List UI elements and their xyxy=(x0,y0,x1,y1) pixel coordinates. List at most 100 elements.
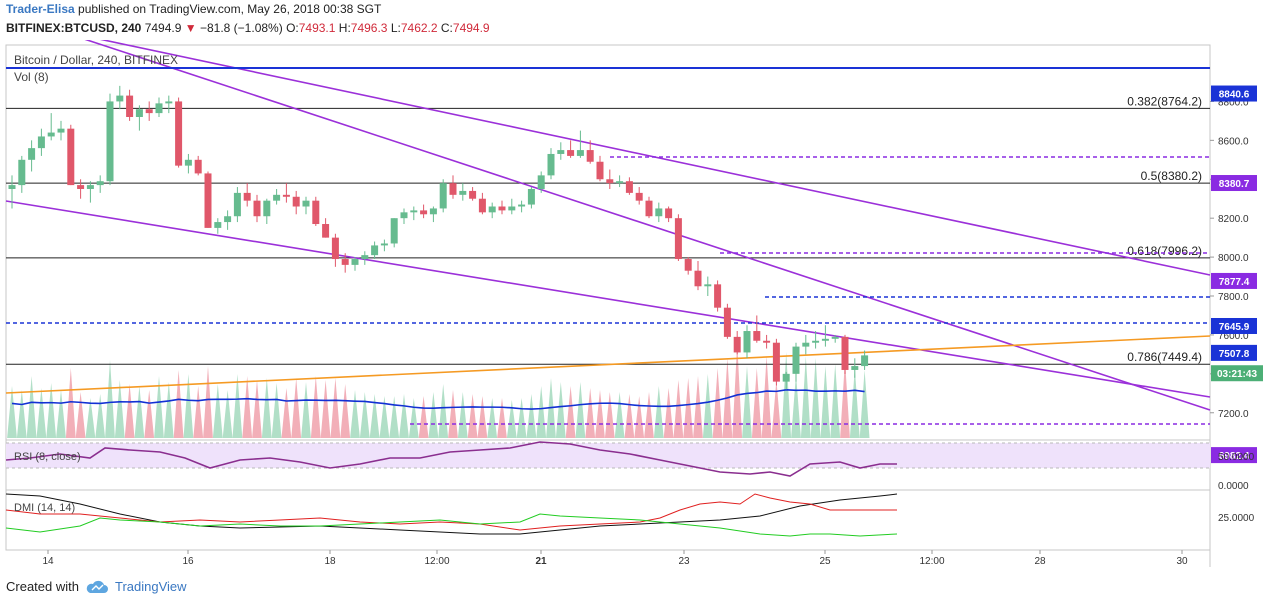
candle[interactable] xyxy=(165,101,173,104)
candle[interactable] xyxy=(155,103,163,114)
price-marker[interactable] xyxy=(1211,344,1257,361)
price-marker[interactable] xyxy=(1211,85,1257,102)
candle[interactable] xyxy=(861,355,869,367)
price-marker[interactable] xyxy=(1211,272,1257,289)
price-marker[interactable] xyxy=(1211,175,1257,192)
candle[interactable] xyxy=(459,190,467,195)
candle[interactable] xyxy=(527,188,535,205)
candle[interactable] xyxy=(625,181,633,193)
candle[interactable] xyxy=(763,340,771,343)
candle[interactable] xyxy=(537,175,545,189)
main-pane[interactable] xyxy=(5,44,1211,441)
candle[interactable] xyxy=(322,224,330,238)
candle[interactable] xyxy=(331,237,339,260)
candle[interactable] xyxy=(645,200,653,217)
dmi-adx-line[interactable] xyxy=(5,493,898,535)
candle[interactable] xyxy=(478,198,486,213)
candle[interactable] xyxy=(694,270,702,287)
candle[interactable] xyxy=(674,218,682,260)
candle[interactable] xyxy=(782,373,790,382)
candle[interactable] xyxy=(214,222,222,228)
candle[interactable] xyxy=(86,185,94,189)
candle[interactable] xyxy=(145,109,153,114)
candle[interactable] xyxy=(351,259,359,265)
candle[interactable] xyxy=(606,179,614,184)
candle[interactable] xyxy=(831,336,839,339)
candle[interactable] xyxy=(37,136,45,149)
candle[interactable] xyxy=(233,192,241,217)
candle[interactable] xyxy=(439,183,447,209)
candle[interactable] xyxy=(57,128,65,133)
candle[interactable] xyxy=(547,153,555,176)
candle[interactable] xyxy=(67,128,75,186)
dmi-plus-line[interactable] xyxy=(5,493,897,531)
candle[interactable] xyxy=(135,109,143,117)
candle[interactable] xyxy=(106,101,114,182)
volume-ma-line[interactable] xyxy=(11,389,865,410)
candle[interactable] xyxy=(224,216,232,223)
candle[interactable] xyxy=(18,159,26,186)
candle[interactable] xyxy=(596,161,604,180)
candle[interactable] xyxy=(126,95,134,117)
candle[interactable] xyxy=(488,206,496,213)
candle[interactable] xyxy=(684,259,692,271)
dmi-minus-line[interactable] xyxy=(5,513,898,537)
candle[interactable] xyxy=(635,192,643,201)
candle[interactable] xyxy=(821,338,829,341)
candle[interactable] xyxy=(371,245,379,256)
candle[interactable] xyxy=(8,185,16,189)
candle[interactable] xyxy=(851,366,859,370)
candle[interactable] xyxy=(665,208,673,219)
price-marker[interactable] xyxy=(1211,317,1257,334)
candle[interactable] xyxy=(733,336,741,353)
candle[interactable] xyxy=(772,342,780,382)
support-trendline[interactable] xyxy=(5,335,1211,394)
candle[interactable] xyxy=(743,331,751,353)
candle[interactable] xyxy=(312,200,320,225)
candle[interactable] xyxy=(292,196,300,207)
candle[interactable] xyxy=(586,150,594,162)
author-name[interactable]: Trader-Elisa xyxy=(6,2,75,16)
rsi-line[interactable] xyxy=(5,441,897,477)
candle[interactable] xyxy=(449,183,457,195)
candle[interactable] xyxy=(469,190,477,199)
candle[interactable] xyxy=(616,181,624,184)
candle[interactable] xyxy=(714,284,722,308)
candle[interactable] xyxy=(655,208,663,217)
candle[interactable] xyxy=(302,200,310,207)
candle[interactable] xyxy=(802,342,810,347)
candle[interactable] xyxy=(576,150,584,156)
candle[interactable] xyxy=(410,210,418,213)
channel-mid-line[interactable] xyxy=(75,40,1211,411)
candle[interactable] xyxy=(812,340,820,343)
price-marker[interactable] xyxy=(1211,447,1257,464)
candle[interactable] xyxy=(704,284,712,287)
candle[interactable] xyxy=(508,206,516,211)
candle[interactable] xyxy=(841,336,849,370)
candle[interactable] xyxy=(77,185,85,189)
candle[interactable] xyxy=(175,101,183,166)
candle[interactable] xyxy=(282,194,290,197)
candle[interactable] xyxy=(420,210,428,215)
candle[interactable] xyxy=(273,194,281,201)
candle[interactable] xyxy=(380,243,388,246)
candle[interactable] xyxy=(96,181,104,186)
price-chart[interactable]: 8800.08600.08400.08200.08000.07800.07600… xyxy=(0,40,1270,615)
candle[interactable] xyxy=(792,346,800,374)
candle[interactable] xyxy=(390,218,398,244)
candle[interactable] xyxy=(194,159,202,174)
candle[interactable] xyxy=(253,200,261,217)
candle[interactable] xyxy=(557,150,565,154)
tradingview-logo-text[interactable]: TradingView xyxy=(114,579,187,594)
candle[interactable] xyxy=(184,159,192,166)
candle[interactable] xyxy=(518,204,526,207)
candle[interactable] xyxy=(361,255,369,260)
candle[interactable] xyxy=(116,95,124,102)
candle[interactable] xyxy=(263,200,271,217)
candle[interactable] xyxy=(753,331,761,341)
candle[interactable] xyxy=(723,307,731,337)
candle[interactable] xyxy=(47,132,55,137)
candle[interactable] xyxy=(341,259,349,265)
channel-lower-line[interactable] xyxy=(5,200,1211,398)
candle[interactable] xyxy=(567,150,575,156)
